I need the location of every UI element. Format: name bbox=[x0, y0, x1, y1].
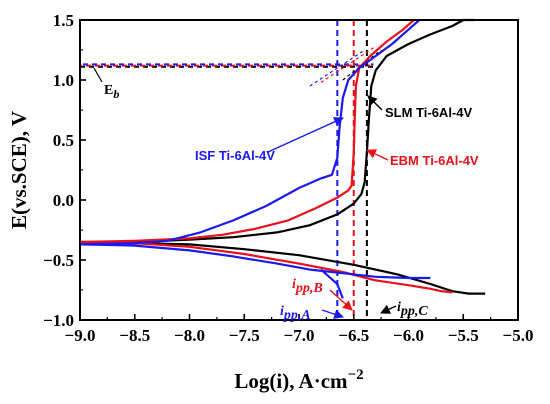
x-axis-label: Log(i), A·cm−2 bbox=[234, 367, 363, 393]
ipp-a-label: ipp,A bbox=[280, 304, 311, 323]
ipp-c-arrow bbox=[380, 304, 397, 314]
y-tick-label: 1.0 bbox=[53, 71, 74, 90]
ipp-b-sub: pp,B bbox=[295, 281, 323, 296]
ebm-cathodic-curve bbox=[79, 240, 453, 294]
ipp-a-main: i bbox=[280, 304, 284, 319]
ebm-arrow bbox=[366, 149, 389, 161]
slm-anodic-curve bbox=[80, 18, 475, 244]
x-axis-label-text: Log(i), A·cm bbox=[234, 369, 348, 393]
x-tick-label: −7.5 bbox=[229, 326, 260, 345]
slm-cathodic-curve bbox=[79, 240, 486, 295]
isf-cathodic-curve bbox=[79, 243, 431, 280]
y-tick-label: 0.0 bbox=[53, 191, 74, 210]
ipp-c-label: ipp,C bbox=[397, 300, 428, 319]
y-axis-ticks: −1.0 −0.5 0.0 0.5 1.0 1.5 bbox=[43, 11, 86, 330]
x-tick-label: −6.5 bbox=[338, 326, 369, 345]
x-tick-label: −5.0 bbox=[503, 326, 534, 345]
tangent-line bbox=[320, 45, 376, 83]
ebm-label: EBM Ti-6Al-4V bbox=[390, 153, 479, 168]
x-tick-label: −8.0 bbox=[174, 326, 205, 345]
y-tick-label: 0.5 bbox=[53, 131, 74, 150]
x-tick-label: −6.0 bbox=[393, 326, 424, 345]
y-axis-label: E(vs.SCE), V bbox=[7, 111, 31, 229]
isf-anodic-curve bbox=[79, 19, 421, 246]
x-tick-label: −5.5 bbox=[448, 326, 479, 345]
tangent-line bbox=[309, 49, 366, 87]
x-tick-label: −7.0 bbox=[284, 326, 315, 345]
x-tick-label: −9.0 bbox=[65, 326, 96, 345]
eb-label-sub: b bbox=[113, 87, 119, 101]
y-tick-label: −0.5 bbox=[43, 251, 74, 270]
polarization-curves bbox=[79, 18, 486, 299]
ipp-b-main: i bbox=[292, 277, 296, 292]
ipp-a-arrow bbox=[321, 309, 344, 319]
eb-label-main: E bbox=[104, 83, 113, 98]
annotations: Eb SLM Ti-6Al-4V ISF Ti-6Al-4V EBM Ti-6A… bbox=[93, 67, 479, 323]
x-axis-ticks: −9.0 −8.5 −8.0 −7.5 −7.0 −6.5 −6.0 −5.5 −5.0 bbox=[65, 314, 534, 345]
y-tick-label: −1.0 bbox=[43, 311, 74, 330]
ipp-c-main: i bbox=[397, 300, 401, 315]
guide-lines bbox=[80, 20, 382, 320]
x-axis-label-exponent: −2 bbox=[348, 367, 364, 383]
slm-arrow bbox=[367, 95, 383, 111]
isf-arrow bbox=[267, 117, 344, 153]
ipp-b-label: ipp,B bbox=[292, 277, 323, 296]
slm-label: SLM Ti-6Al-4V bbox=[385, 105, 472, 120]
x-tick-label: −8.5 bbox=[119, 326, 150, 345]
isf-label: ISF Ti-6Al-4V bbox=[195, 148, 275, 163]
ipp-c-sub: pp,C bbox=[400, 304, 429, 319]
eb-arrow bbox=[93, 67, 103, 83]
ipp-a-sub: pp,A bbox=[283, 308, 311, 323]
ebm-anodic-curve bbox=[79, 19, 415, 244]
ipp-b-arrow bbox=[329, 289, 353, 311]
isf-cathodic-tail bbox=[320, 268, 344, 299]
eb-label: Eb bbox=[104, 83, 119, 101]
y-tick-label: 1.5 bbox=[53, 11, 74, 30]
